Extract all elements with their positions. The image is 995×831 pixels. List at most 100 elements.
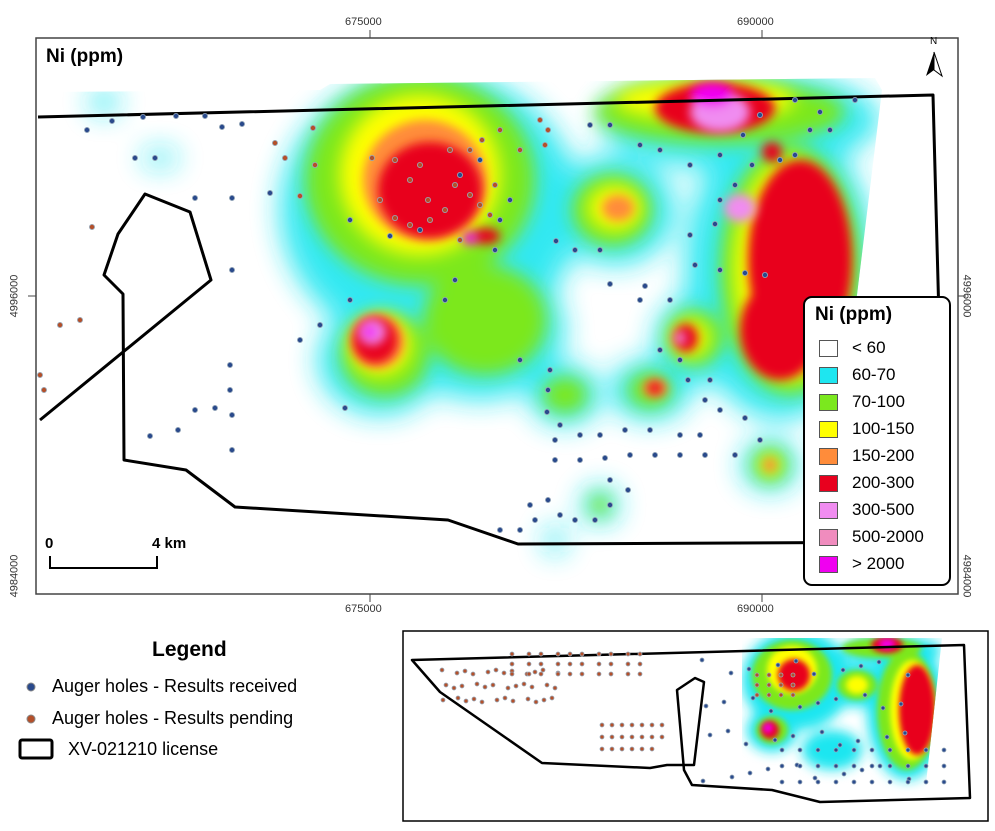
auger-hole-point — [707, 732, 713, 738]
auger-hole-point — [532, 517, 539, 524]
auger-hole-point — [599, 746, 605, 752]
auger-hole-point — [532, 669, 538, 675]
auger-hole-point — [456, 171, 463, 178]
auger-hole-point — [941, 779, 947, 785]
auger-hole-point — [652, 451, 659, 458]
auger-hole-point — [797, 779, 803, 785]
auger-hole-point — [762, 271, 769, 278]
auger-hole-point — [597, 431, 604, 438]
auger-hole-point — [876, 659, 882, 665]
auger-hole-point — [841, 771, 847, 777]
auger-hole-point — [544, 682, 550, 688]
auger-hole-point — [131, 154, 138, 161]
auger-hole-point — [479, 699, 485, 705]
auger-hole-point — [702, 451, 709, 458]
auger-hole-point — [502, 695, 508, 701]
auger-hole-point — [887, 779, 893, 785]
ni-legend-row: 60-70 — [819, 365, 895, 385]
auger-hole-point — [476, 201, 483, 208]
auger-hole-point — [827, 127, 834, 134]
auger-hole-point — [637, 651, 643, 657]
auger-hole-point — [579, 651, 585, 657]
auger-hole-point — [721, 699, 727, 705]
auger-hole-point — [41, 386, 48, 393]
auger-hole-point — [416, 226, 423, 233]
auger-hole-point — [608, 671, 614, 677]
ni-legend-label: 500-2000 — [852, 527, 924, 546]
auger-hole-point — [316, 321, 323, 328]
auger-hole-point — [228, 411, 235, 418]
auger-hole-point — [485, 669, 491, 675]
auger-hole-point — [941, 747, 947, 753]
auger-hole-point — [462, 668, 468, 674]
auger-hole-point — [537, 117, 544, 124]
auger-hole-point — [717, 151, 724, 158]
auger-hole-point — [527, 501, 534, 508]
auger-hole-point — [790, 682, 796, 688]
auger-hole-point — [296, 192, 303, 199]
auger-hole-point — [703, 703, 709, 709]
auger-hole-point — [476, 156, 483, 163]
auger-hole-point — [596, 661, 602, 667]
auger-hole-point — [228, 266, 235, 273]
auger-hole-point — [424, 196, 431, 203]
auger-hole-point — [146, 432, 153, 439]
auger-hole-point — [819, 729, 825, 735]
coord-left-y-1: 4996000 — [8, 274, 21, 318]
color-swatch — [819, 528, 838, 546]
auger-hole-point — [732, 451, 739, 458]
auger-hole-point — [657, 146, 664, 153]
legend-title: Legend — [152, 638, 227, 661]
legend-panel: Legend Auger holes - Results received Au… — [10, 634, 390, 824]
auger-hole-point — [659, 734, 665, 740]
color-swatch — [819, 393, 838, 411]
auger-hole-point — [833, 696, 839, 702]
auger-hole-point — [439, 667, 445, 673]
auger-hole-point — [309, 125, 316, 132]
auger-hole-point — [597, 246, 604, 253]
auger-hole-point — [627, 451, 634, 458]
auger-hole-point — [526, 661, 532, 667]
coord-top-x-1: 675000 — [345, 16, 382, 28]
auger-hole-point — [596, 671, 602, 677]
auger-hole-point — [637, 141, 644, 148]
auger-hole-point — [757, 436, 764, 443]
color-swatch — [819, 501, 838, 519]
auger-hole-point — [557, 421, 564, 428]
auger-hole-point — [837, 742, 843, 748]
auger-hole-point — [687, 231, 694, 238]
coord-right-y-2: 4984000 — [960, 554, 973, 598]
auger-hole-point — [491, 246, 498, 253]
auger-hole-point — [766, 682, 772, 688]
auger-hole-point — [496, 527, 503, 534]
auger-hole-point — [754, 672, 760, 678]
auger-hole-point — [905, 763, 911, 769]
ni-legend-label: 150-200 — [852, 446, 915, 465]
ni-legend-label: 200-300 — [852, 473, 915, 492]
auger-hole-point — [529, 684, 535, 690]
auger-hole-point — [211, 404, 218, 411]
auger-hole-point — [639, 734, 645, 740]
auger-hole-point — [266, 189, 273, 196]
auger-hole-point — [451, 276, 458, 283]
auger-hole-point — [754, 692, 760, 698]
main-map — [28, 30, 966, 602]
auger-hole-point — [441, 296, 448, 303]
color-swatch — [819, 474, 838, 492]
coord-bottom-x-1: 675000 — [345, 603, 382, 615]
auger-hole-point — [346, 216, 353, 223]
ni-legend: Ni (ppm) < 60 60-70 70-100 100-150 150-200 20… — [803, 296, 951, 586]
auger-hole-point — [766, 692, 772, 698]
ni-legend-title: Ni (ppm) — [815, 304, 893, 325]
auger-hole-point — [812, 775, 818, 781]
auger-hole-point — [625, 671, 631, 677]
coord-top-x-2: 690000 — [737, 16, 774, 28]
auger-hole-point — [851, 747, 857, 753]
auger-hole-point — [902, 730, 908, 736]
auger-hole-point — [629, 746, 635, 752]
auger-hole-point — [923, 747, 929, 753]
auger-hole-point — [577, 431, 584, 438]
color-swatch — [819, 447, 838, 465]
auger-hole-point — [596, 651, 602, 657]
auger-hole-point — [509, 661, 515, 667]
